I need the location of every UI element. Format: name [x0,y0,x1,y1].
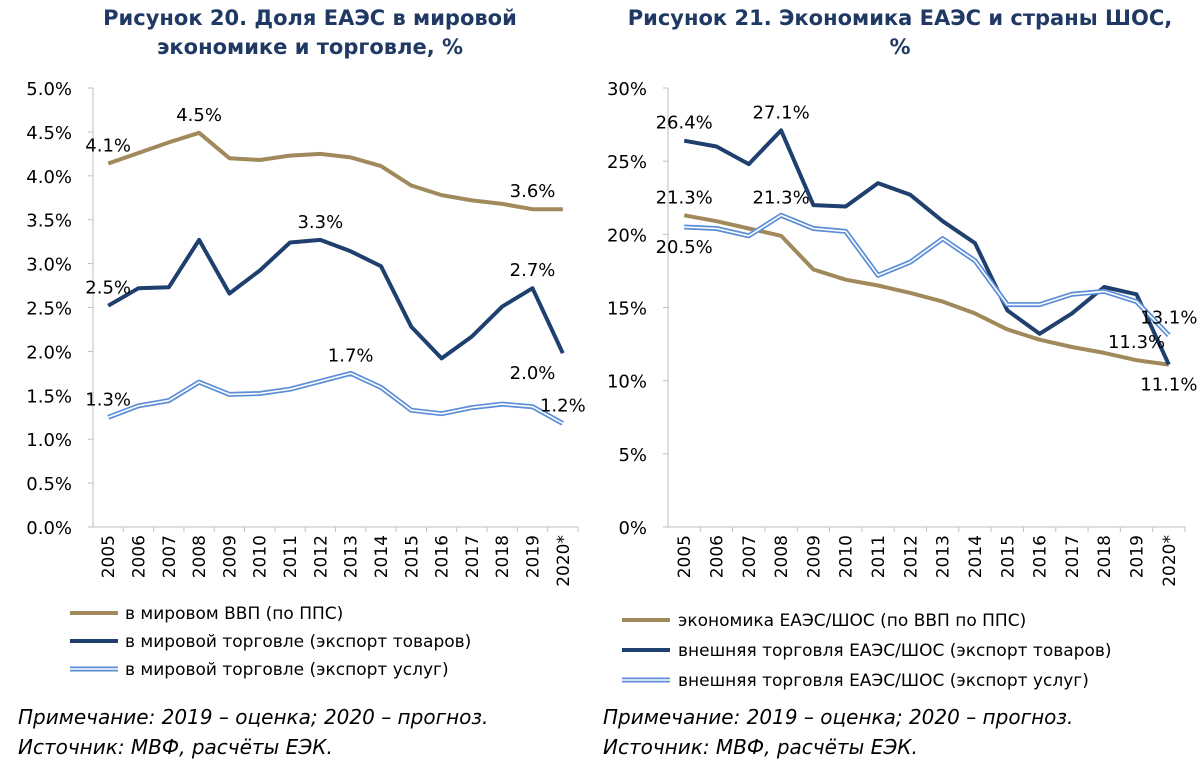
x-tick-label: 2016 [1031,535,1051,578]
y-tick-label: 3.5% [26,211,72,232]
note-fig21: Примечание: 2019 – оценка; 2020 – прогно… [603,702,1073,762]
x-tick-label: 2018 [1095,535,1115,578]
data-label: 2.5% [85,278,131,299]
note-line: Примечание: 2019 – оценка; 2020 – прогно… [18,705,489,729]
y-tick-label: 30% [607,79,647,100]
data-label: 4.5% [176,105,222,126]
y-tick-label: 1.0% [26,430,72,451]
x-tick-label: 2020* [1160,535,1180,587]
legend-label: в мировой торговле (экспорт услуг) [125,660,449,680]
x-tick-label: 2006 [707,535,727,578]
series-line-2 [683,128,1171,366]
x-tick-label: 2014 [372,535,392,578]
title-line: % [889,35,911,59]
chart-title-fig20: Рисунок 20. Доля ЕАЭС в мировой экономик… [30,4,590,62]
chart-title-fig21: Рисунок 21. Экономика ЕАЭС и страны ШОС,… [600,4,1200,62]
legend-label: экономика ЕАЭС/ШОС (по ВВП по ППС) [678,611,1026,631]
x-tick-label: 2012 [901,535,921,578]
y-tick-label: 1.5% [26,386,72,407]
y-tick-label: 2.5% [26,299,72,320]
x-tick-label: 2017 [463,535,483,578]
series-line-3-inner [107,372,564,425]
data-label: 21.3% [753,187,810,208]
data-label: 13.1% [1140,307,1197,328]
data-label: 11.3% [1108,332,1165,353]
legend-label: внешняя торговля ЕАЭС/ШОС (экспорт товар… [678,641,1112,661]
x-tick-label: 2013 [934,535,954,578]
chart-1: 0.0% 0.5% 1.0% 1.5% 2.0% 2.5% 3.0% 3.5% 4.0% 4.5%… [26,79,585,680]
x-tick-label: 2019 [524,535,544,578]
legend-label: в мировом ВВП (по ППС) [125,604,343,624]
x-tick-label: 2011 [281,535,301,578]
x-tick-label: 2008 [772,535,792,578]
x-tick-label: 2005 [675,535,695,578]
chart-2: 0% 5% 10% 15% 20% 25% 30% 2005 2006 2007 2008 2009 2… [607,79,1197,691]
y-tick-label: 5.0% [26,79,72,100]
y-tick-label: 10% [607,372,647,393]
x-tick-label: 2008 [190,535,210,578]
data-label: 3.6% [510,181,556,202]
series-line-3-inner [684,214,1170,336]
series-line-3-outer [684,212,1171,338]
x-tick-label: 2011 [869,535,889,578]
y-tick-label: 20% [607,225,647,246]
x-tick-label: 2017 [1063,535,1083,578]
series-line-1 [107,130,563,212]
x-tick-label: 2006 [129,535,149,578]
series-line-3-outer [107,370,565,426]
x-tick-label: 2007 [160,535,180,578]
note-line: Источник: МВФ, расчёты ЕЭК. [18,735,333,759]
x-tick-label: 2015 [402,535,422,578]
data-label: 11.1% [1140,375,1197,396]
data-label: 21.3% [656,187,713,208]
y-tick-label: 0.5% [26,474,72,495]
x-tick-label: 2005 [99,535,119,578]
x-tick-label: 2007 [740,535,760,578]
x-tick-label: 2009 [220,535,240,578]
x-tick-label: 2020* [554,535,574,587]
y-tick-label: 2.0% [26,342,72,363]
data-label: 26.4% [656,113,713,134]
x-tick-label: 2012 [311,535,331,578]
data-label: 4.1% [85,136,131,157]
x-tick-label: 2010 [251,535,271,578]
series-line-1 [683,213,1170,367]
data-label: 1.7% [328,345,374,366]
y-tick-label: 0.0% [26,518,72,539]
data-label: 1.2% [540,395,586,416]
title-line: Рисунок 21. Экономика ЕАЭС и страны ШОС, [627,6,1173,30]
y-tick-label: 0% [618,518,647,539]
note-line: Источник: МВФ, расчёты ЕЭК. [603,735,918,759]
y-tick-label: 3.0% [26,255,72,276]
note-line: Примечание: 2019 – оценка; 2020 – прогно… [603,705,1074,729]
note-fig20: Примечание: 2019 – оценка; 2020 – прогно… [18,702,488,762]
legend-label: внешняя торговля ЕАЭС/ШОС (экспорт услуг… [678,671,1089,691]
x-tick-label: 2010 [837,535,857,578]
x-tick-label: 2019 [1128,535,1148,578]
x-tick-label: 2014 [966,535,986,578]
title-line: Рисунок 20. Доля ЕАЭС в мировой [103,6,517,30]
data-label: 1.3% [85,389,131,410]
x-tick-label: 2015 [998,535,1018,578]
data-label: 20.5% [656,237,713,258]
legend-label: в мировой торговле (экспорт товаров) [125,632,471,652]
title-line: экономике и торговле, % [156,35,464,59]
y-tick-label: 4.5% [26,123,72,144]
x-tick-label: 2016 [433,535,453,578]
x-tick-label: 2013 [342,535,362,578]
series-line-2 [107,237,565,361]
y-tick-label: 4.0% [26,167,72,188]
y-tick-label: 25% [607,152,647,173]
data-label: 3.3% [297,212,343,233]
data-label: 2.0% [510,363,556,384]
x-tick-label: 2018 [493,535,513,578]
y-tick-label: 5% [618,445,647,466]
data-label: 2.7% [510,260,556,281]
x-tick-label: 2009 [804,535,824,578]
y-tick-label: 15% [607,299,647,320]
data-label: 27.1% [753,102,810,123]
